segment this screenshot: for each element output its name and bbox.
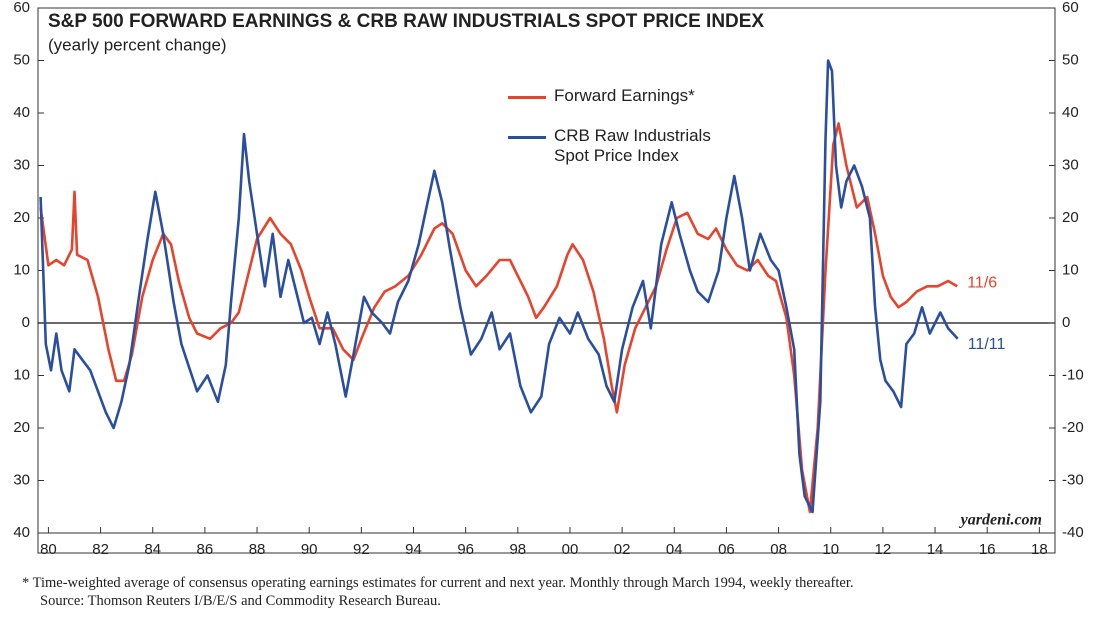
legend-swatch	[508, 96, 546, 99]
x-tick-label: 04	[666, 541, 683, 558]
y-tick-label: 30	[13, 156, 30, 173]
y2-tick-label: 20	[1062, 209, 1079, 226]
y-tick-label: 40	[13, 104, 30, 121]
y2-tick-label: -30	[1062, 471, 1084, 488]
x-tick-label: 06	[718, 541, 735, 558]
y2-tick-label: -40	[1062, 524, 1084, 541]
y-tick-label: 20	[13, 419, 30, 436]
x-tick-label: 08	[770, 541, 787, 558]
y2-tick-label: 50	[1062, 51, 1079, 68]
end-label: 11/11	[968, 336, 1006, 353]
legend-swatch	[508, 136, 546, 139]
x-tick-label: 94	[405, 541, 422, 558]
x-tick-label: 10	[822, 541, 839, 558]
x-tick-label: 00	[562, 541, 579, 558]
x-tick-label: 84	[144, 541, 161, 558]
end-label: 11/6	[967, 274, 997, 291]
y-tick-label: 30	[13, 471, 30, 488]
y2-tick-label: 10	[1062, 261, 1079, 278]
series-line	[39, 59, 959, 514]
legend-label: CRB Raw Industrials Spot Price Index	[554, 126, 711, 165]
y2-tick-label: 0	[1062, 314, 1070, 331]
x-tick-label: 90	[301, 541, 318, 558]
legend: Forward Earnings* CRB Raw Industrials Spo…	[508, 86, 738, 186]
x-tick-label: 16	[979, 541, 996, 558]
y-tick-label: 10	[13, 366, 30, 383]
x-tick-label: 98	[509, 541, 526, 558]
credit: yardeni.com	[959, 512, 1042, 529]
frame	[37, 7, 1056, 554]
y2-tick-label: 30	[1062, 156, 1079, 173]
y-tick-label: 60	[13, 0, 30, 16]
legend-entry: Forward Earnings*	[508, 86, 738, 106]
x-tick-label: 18	[1031, 541, 1048, 558]
y-tick-label: 50	[13, 51, 30, 68]
footnote: * Time-weighted average of consensus ope…	[22, 575, 854, 591]
chart-title: S&P 500 FORWARD EARNINGS & CRB RAW INDUS…	[48, 11, 764, 32]
y-tick-label: 10	[13, 261, 30, 278]
x-tick-label: 88	[249, 541, 266, 558]
legend-entry: CRB Raw Industrials Spot Price Index	[508, 126, 738, 166]
y-tick-label: 20	[13, 209, 30, 226]
y2-tick-label: -20	[1062, 419, 1084, 436]
x-tick-label: 12	[875, 541, 892, 558]
y2-tick-label: -10	[1062, 366, 1084, 383]
chart-subtitle: (yearly percent change)	[48, 35, 227, 54]
y-tick-label: 40	[13, 524, 30, 541]
x-tick-label: 80	[40, 541, 57, 558]
source: Source: Thomson Reuters I/B/E/S and Comm…	[40, 593, 441, 609]
y2-tick-label: 60	[1062, 0, 1079, 16]
x-tick-label: 02	[614, 541, 631, 558]
x-tick-label: 96	[457, 541, 474, 558]
x-tick-label: 82	[92, 541, 109, 558]
x-tick-label: 86	[197, 541, 214, 558]
x-tick-label: 92	[353, 541, 370, 558]
series-line	[39, 122, 958, 514]
x-tick-label: 14	[927, 541, 944, 558]
y-tick-label: 0	[22, 314, 30, 331]
y2-tick-label: 40	[1062, 104, 1079, 121]
legend-label: Forward Earnings*	[554, 86, 695, 105]
